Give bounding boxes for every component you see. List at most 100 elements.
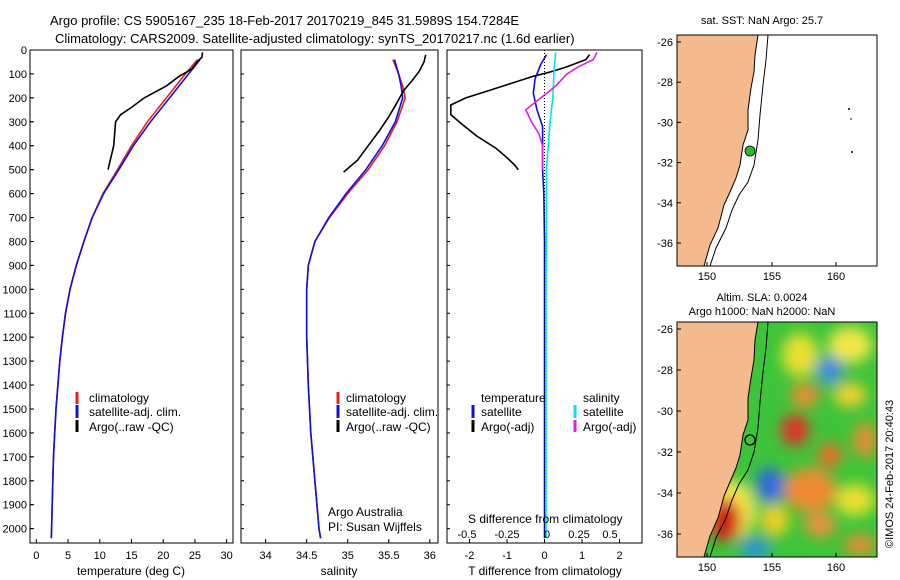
- x-tick-label: 5: [65, 550, 71, 562]
- map-y-tick-label: -28: [657, 365, 673, 377]
- depth-tick-label: 1800: [3, 476, 27, 488]
- sla-map-subtitle: Argo h1000: NaN h2000: NaN: [689, 306, 836, 318]
- map-x-tick-label: 150: [698, 271, 716, 283]
- depth-tick-label: 600: [9, 189, 27, 201]
- map-y-tick-label: -26: [657, 37, 673, 49]
- series-line-argo-raw-qc-: [107, 52, 204, 170]
- map-y-tick-label: -32: [657, 158, 673, 170]
- sst-depth-contour: [709, 34, 769, 267]
- depth-tick-label: 1300: [3, 356, 27, 368]
- depth-tick-label: 1500: [3, 404, 27, 416]
- sst-map-frame: [676, 34, 878, 267]
- map-x-tick-label: 155: [763, 271, 781, 283]
- salinity-panel-frame: [240, 49, 439, 544]
- map-y-tick-label: -30: [657, 406, 673, 418]
- sla-coastline: [677, 322, 759, 557]
- map-y-tick-label: -28: [657, 77, 673, 89]
- legend-label-climatology: climatology: [346, 391, 406, 405]
- depth-tick-label: 400: [9, 141, 27, 153]
- island-dot: [851, 151, 853, 153]
- temperature-axis-label: temperature (deg C): [77, 564, 185, 578]
- s-tick-label: 0.5: [602, 529, 617, 541]
- x-tick-label: 10: [94, 550, 106, 562]
- legend-label-climatology: climatology: [89, 391, 149, 405]
- salinity-axis-label: salinity: [321, 564, 358, 578]
- series-line-argo-adj-: [449, 54, 591, 171]
- depth-tick-label: 800: [9, 236, 27, 248]
- x-tick-label: 34.5: [296, 550, 317, 562]
- temperature-legend: climatology satellite-adj. clim. Argo(..…: [75, 391, 181, 434]
- s-tick-label: 0: [544, 529, 550, 541]
- s-tick-label: -0.5: [458, 529, 477, 541]
- sla-map-ticks: 150 155 160 -26 -28 -30 -32 -34 -36: [657, 324, 845, 574]
- legend-label-t-argo: Argo(-adj): [481, 420, 534, 434]
- sla-depth-contour: [709, 322, 769, 557]
- island-dot: [848, 108, 850, 110]
- depth-tick-label: 1400: [3, 380, 27, 392]
- s-tick-label: 0.25: [568, 529, 589, 541]
- series-line-satellite: [545, 52, 557, 539]
- sst-coastline: [676, 34, 759, 267]
- map-y-tick-label: -36: [657, 238, 673, 250]
- sst-map-title: sat. SST: NaN Argo: 25.7: [701, 15, 823, 27]
- s-tick-label: -0.25: [494, 529, 519, 541]
- depth-tick-label: 700: [9, 213, 27, 225]
- legend-title-salinity: salinity: [583, 391, 620, 405]
- argo-float-marker: [744, 145, 756, 157]
- map-y-tick-label: -36: [657, 529, 673, 541]
- depth-axis: 0 100 200 300 400 500 600 700 800 900 1000 1100 1200…: [3, 45, 34, 536]
- imos-credit: ©IMOS 24-Feb-2017 20:40:43: [884, 400, 896, 548]
- series-line-argo-adj-: [524, 52, 598, 170]
- sst-map: 150 155 160 -26 -28 -30 -32 -34 -36: [657, 34, 878, 283]
- map-y-tick-label: -34: [657, 198, 673, 210]
- depth-tick-label: 2000: [3, 524, 27, 536]
- x-tick-label: 1: [579, 550, 585, 562]
- depth-tick-label: 500: [9, 165, 27, 177]
- depth-tick-label: 200: [9, 93, 27, 105]
- legend-label-t-satellite: satellite: [481, 405, 522, 419]
- x-tick-label: -2: [465, 550, 475, 562]
- map-x-tick-label: 160: [827, 271, 845, 283]
- series-line-climatology: [50, 59, 199, 539]
- temperature-panel-frame: [29, 49, 234, 544]
- legend-label-s-satellite: satellite: [583, 405, 624, 419]
- x-tick-label: 0: [33, 550, 39, 562]
- pi-credit: PI: Susan Wijffels: [328, 520, 422, 534]
- difference-legend: temperature salinity satellite Argo(-adj…: [468, 391, 636, 526]
- depth-tick-label: 300: [9, 117, 27, 129]
- x-tick-label: 30: [221, 550, 233, 562]
- depth-tick-label: 1000: [3, 284, 27, 296]
- x-tick-label: 25: [189, 550, 201, 562]
- salinity-legend: climatology satellite-adj. clim. Argo(..…: [328, 391, 438, 534]
- legend-title-temperature: temperature: [481, 391, 546, 405]
- x-tick-label: 36: [424, 550, 436, 562]
- x-tick-label: 2: [616, 550, 622, 562]
- x-tick-label: 35.5: [378, 550, 399, 562]
- argo-float-marker: [744, 434, 756, 446]
- depth-tick-label: 1700: [3, 452, 27, 464]
- depth-tick-label: 1100: [3, 308, 27, 320]
- salinity-plot: 34 34.5 35 35.5 36: [241, 49, 436, 562]
- map-y-tick-label: -30: [657, 117, 673, 129]
- island-dot: [850, 118, 852, 120]
- legend-label-argo: Argo(..raw -QC): [89, 420, 174, 434]
- temperature-plot: 0 5 10 15 20 25 30: [30, 49, 233, 562]
- legend-label-s-argo: Argo(-adj): [583, 420, 636, 434]
- sla-anomaly-field: [704, 327, 877, 557]
- figure-title: Argo profile: CS 5905167_235 18-Feb-2017…: [50, 13, 519, 28]
- depth-tick-label: 900: [9, 260, 27, 272]
- depth-tick-label: 1200: [3, 332, 27, 344]
- s-difference-axis-label: S difference from climatology: [468, 512, 623, 526]
- t-difference-axis-label: T difference from climatology: [468, 564, 622, 578]
- sla-map: [677, 322, 877, 557]
- depth-tick-label: 100: [9, 69, 27, 81]
- x-tick-label: 15: [125, 550, 137, 562]
- series-line-satellite-adj-clim-: [50, 59, 201, 539]
- depth-tick-label: 1600: [3, 428, 27, 440]
- sst-map-ticks: 150 155 160 -26 -28 -30 -32 -34 -36: [657, 37, 845, 283]
- legend-label-argo: Argo(..raw -QC): [346, 420, 431, 434]
- difference-plot: -2 -1 0 1 2 -0.5 -0.25 0 0.25 0.5: [447, 49, 623, 562]
- map-x-tick-label: 155: [763, 562, 781, 574]
- map-x-tick-label: 150: [698, 562, 716, 574]
